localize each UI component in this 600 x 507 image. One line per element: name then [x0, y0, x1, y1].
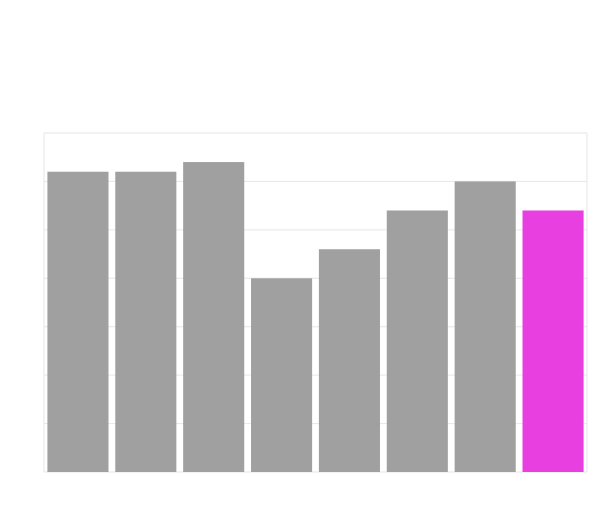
bar: [47, 171, 109, 472]
bar: [251, 278, 313, 472]
bar: [318, 249, 380, 472]
bar: [115, 171, 177, 472]
bar: [454, 181, 516, 472]
bar: [522, 210, 584, 472]
bar: [183, 162, 245, 473]
bar: [386, 210, 448, 472]
